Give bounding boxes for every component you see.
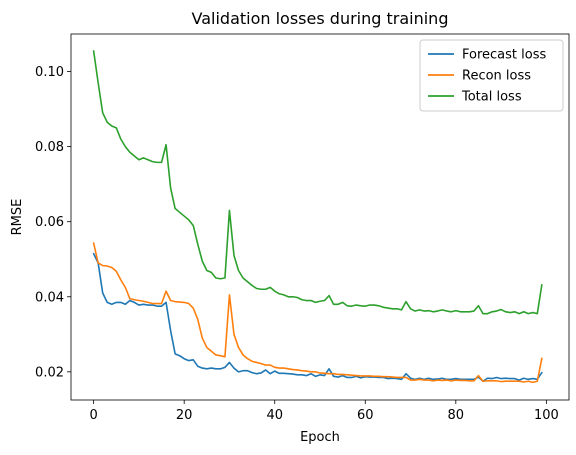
y-tick-label: 0.08: [35, 140, 64, 155]
x-tick-label: 60: [357, 408, 374, 423]
x-axis-label: Epoch: [300, 430, 340, 445]
x-tick-label: 0: [89, 408, 97, 423]
x-tick-label: 80: [448, 408, 465, 423]
y-axis-label: RMSE: [10, 199, 25, 236]
y-tick-label: 0.04: [35, 290, 64, 305]
y-tick-label: 0.06: [35, 215, 64, 230]
chart-title: Validation losses during training: [192, 9, 449, 28]
y-tick-label: 0.10: [35, 65, 64, 80]
x-tick-label: 100: [534, 408, 559, 423]
legend: Forecast loss Recon loss Total loss: [420, 40, 563, 111]
x-tick-label: 40: [266, 408, 283, 423]
legend-label: Forecast loss: [462, 48, 546, 63]
legend-label: Total loss: [461, 90, 522, 105]
x-tick-label: 20: [176, 408, 193, 423]
y-tick-label: 0.02: [35, 365, 64, 380]
legend-label: Recon loss: [462, 69, 531, 84]
